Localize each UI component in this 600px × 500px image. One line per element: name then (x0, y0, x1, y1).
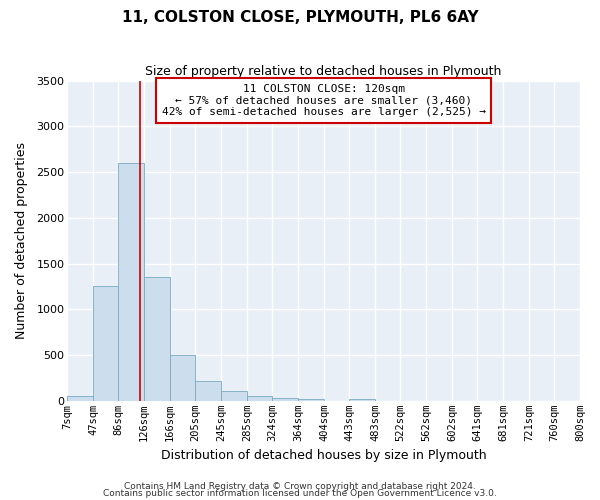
Bar (67, 396, 93, 401)
Bar (144, 278, 170, 401)
Bar (195, 381, 221, 401)
Bar (93, 286, 118, 401)
Bar (298, 398, 324, 401)
Title: Size of property relative to detached houses in Plymouth: Size of property relative to detached ho… (145, 65, 502, 78)
Text: 11 COLSTON CLOSE: 120sqm
← 57% of detached houses are smaller (3,460)
42% of sem: 11 COLSTON CLOSE: 120sqm ← 57% of detach… (161, 84, 485, 117)
Text: 11, COLSTON CLOSE, PLYMOUTH, PL6 6AY: 11, COLSTON CLOSE, PLYMOUTH, PL6 6AY (122, 10, 478, 25)
X-axis label: Distribution of detached houses by size in Plymouth: Distribution of detached houses by size … (161, 450, 487, 462)
Y-axis label: Number of detached properties: Number of detached properties (15, 142, 28, 339)
Text: Contains public sector information licensed under the Open Government Licence v3: Contains public sector information licen… (103, 490, 497, 498)
Bar (349, 398, 375, 401)
Bar (118, 163, 144, 401)
Text: Contains HM Land Registry data © Crown copyright and database right 2024.: Contains HM Land Registry data © Crown c… (124, 482, 476, 491)
Bar (170, 355, 195, 401)
Bar (247, 396, 272, 401)
Bar (221, 391, 247, 401)
Bar (272, 398, 298, 401)
